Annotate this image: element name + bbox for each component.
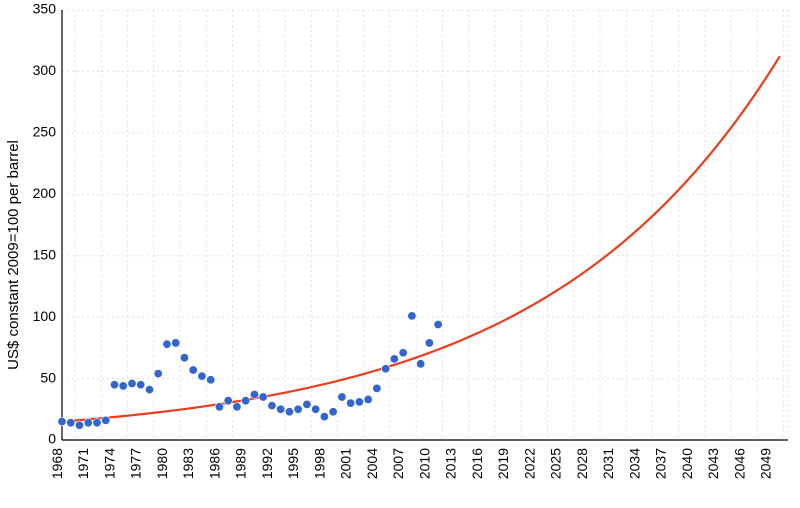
data-point	[364, 395, 372, 403]
data-point	[311, 405, 319, 413]
x-tick-label: 2010	[416, 448, 432, 479]
y-tick-label: 200	[33, 185, 57, 201]
x-tick-label: 2007	[390, 448, 406, 479]
data-point	[268, 401, 276, 409]
x-tick-label: 1989	[233, 448, 249, 479]
data-point	[110, 381, 118, 389]
data-point	[206, 376, 214, 384]
data-point	[250, 390, 258, 398]
x-tick-label: 1995	[285, 448, 301, 479]
data-point	[163, 340, 171, 348]
x-tick-label: 1986	[206, 448, 222, 479]
data-point	[93, 419, 101, 427]
data-point	[346, 399, 354, 407]
x-tick-label: 1992	[259, 448, 275, 479]
data-point	[434, 320, 442, 328]
data-point	[329, 408, 337, 416]
x-tick-label: 2037	[653, 448, 669, 479]
x-tick-label: 2046	[731, 448, 747, 479]
data-point	[416, 360, 424, 368]
x-tick-label: 2013	[443, 448, 459, 479]
x-tick-label: 1980	[154, 448, 170, 479]
data-point	[355, 398, 363, 406]
x-tick-label: 2025	[548, 448, 564, 479]
data-point	[241, 396, 249, 404]
data-point	[84, 419, 92, 427]
x-tick-label: 2004	[364, 448, 380, 479]
data-point	[58, 417, 66, 425]
oil-price-chart: 0 50 100 150 200 250 300 350 1968 1971 1974 1977 198…	[0, 0, 800, 508]
data-point	[154, 369, 162, 377]
data-point	[198, 372, 206, 380]
data-point	[189, 366, 197, 374]
data-point	[294, 405, 302, 413]
y-tick-label: 300	[33, 62, 57, 78]
y-tick-label: 0	[48, 431, 56, 447]
data-point	[233, 403, 241, 411]
x-tick-label: 1974	[101, 448, 117, 479]
data-point	[102, 416, 110, 424]
y-tick-label: 350	[33, 1, 57, 17]
data-point	[285, 408, 293, 416]
data-point	[137, 381, 145, 389]
x-tick-label: 2016	[469, 448, 485, 479]
x-tick-label: 1977	[128, 448, 144, 479]
x-tick-label: 1971	[75, 448, 91, 479]
x-tick-label: 2001	[338, 448, 354, 479]
x-tick-label: 2031	[600, 448, 616, 479]
x-tick-label: 2040	[679, 448, 695, 479]
x-tick-label: 1968	[49, 448, 65, 479]
data-point	[128, 379, 136, 387]
data-point	[338, 393, 346, 401]
data-point	[320, 412, 328, 420]
y-tick-label: 50	[40, 369, 56, 385]
data-point	[276, 405, 284, 413]
data-point	[408, 312, 416, 320]
data-point	[381, 365, 389, 373]
x-tick-label: 2049	[758, 448, 774, 479]
x-tick-label: 1983	[180, 448, 196, 479]
y-axis-title: US$ constant 2009=100 per barrel	[5, 140, 22, 370]
y-tick-label: 150	[33, 246, 57, 262]
x-tick-label: 2028	[574, 448, 590, 479]
data-point	[373, 384, 381, 392]
x-tick-label: 2034	[626, 448, 642, 479]
x-tick-label: 2043	[705, 448, 721, 479]
data-point	[180, 353, 188, 361]
data-point	[259, 393, 267, 401]
data-point	[75, 421, 83, 429]
data-point	[425, 339, 433, 347]
data-point	[145, 385, 153, 393]
data-point	[215, 403, 223, 411]
chart-svg: 0 50 100 150 200 250 300 350 1968 1971 1974 1977 198…	[0, 0, 800, 508]
x-tick-label: 2022	[521, 448, 537, 479]
y-tick-label: 250	[33, 124, 57, 140]
x-tick-label: 2019	[495, 448, 511, 479]
data-point	[303, 400, 311, 408]
data-point	[399, 349, 407, 357]
data-point	[224, 396, 232, 404]
data-point	[119, 382, 127, 390]
data-point	[67, 419, 75, 427]
data-point	[390, 355, 398, 363]
data-point	[172, 339, 180, 347]
x-tick-label: 1998	[311, 448, 327, 479]
y-tick-label: 100	[33, 308, 57, 324]
